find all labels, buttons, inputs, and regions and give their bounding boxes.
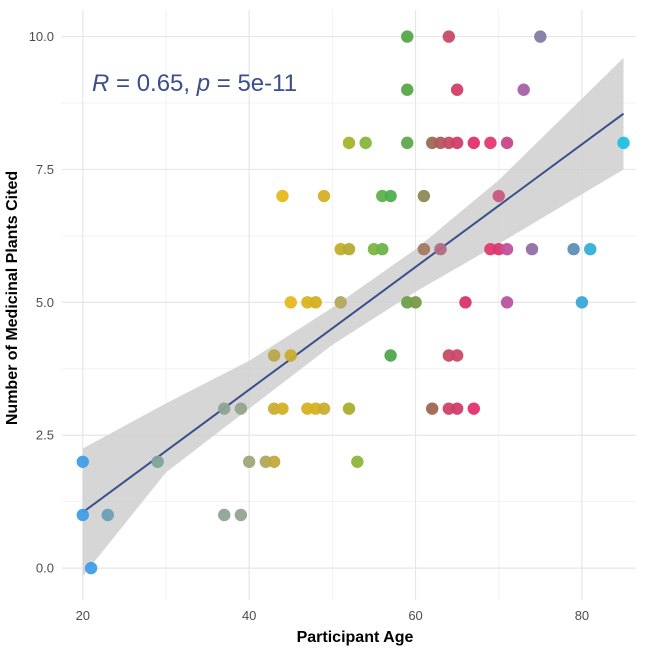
y-axis-title: Number of Medicinal Plants Cited [4,171,21,425]
data-point [401,83,414,96]
y-axis-ticks: 0.0 2.5 5.0 7.5 10.0 [29,29,54,576]
correlation-annotation: R = 0.65, p = 5e-11 [92,70,297,97]
x-tick-label: 80 [575,608,589,623]
data-point [401,136,414,150]
x-tick-label: 40 [242,608,256,623]
data-point [442,30,456,43]
data-point [450,349,464,362]
y-tick-label: 5.0 [36,295,54,310]
data-point [317,189,331,203]
data-point [317,402,331,415]
regression-line [82,112,625,514]
data-point [276,402,289,415]
data-point [384,189,397,203]
data-point [434,242,447,256]
y-tick-label: 10.0 [29,29,54,44]
data-point [534,30,547,43]
data-point [525,242,539,256]
data-point [342,242,356,256]
data-point [459,296,472,309]
data-point [500,136,514,150]
data-point [284,296,297,309]
data-point [450,83,464,96]
data-point [342,402,356,415]
data-point [384,349,397,362]
data-point [234,402,248,415]
data-point [84,561,98,575]
data-point [492,189,505,203]
data-point [484,136,497,150]
data-point [450,402,464,415]
data-point [584,242,597,256]
data-points [76,30,630,575]
data-point [76,508,89,522]
y-tick-label: 0.0 [36,561,54,576]
data-point [575,296,589,309]
data-point [342,136,356,150]
x-tick-label: 20 [76,608,90,623]
data-point [276,189,289,203]
data-point [425,402,439,415]
data-point [376,242,389,256]
data-point [617,136,630,150]
data-point [234,508,248,522]
data-point [351,455,364,469]
confidence-band [82,57,624,577]
data-point [500,296,514,309]
x-axis-title: Participant Age [297,629,414,646]
data-point [567,242,580,256]
r-value: = 0.65, [109,70,196,97]
data-point [417,242,431,256]
data-point [309,296,322,309]
data-point [242,455,256,469]
data-point [267,349,281,362]
data-point [409,296,422,309]
y-tick-label: 7.5 [36,162,54,177]
x-tick-label: 60 [408,608,422,623]
data-point [101,508,114,522]
regression-line-path [82,112,625,514]
data-point [417,189,431,203]
data-point [218,402,231,415]
data-point [267,455,281,469]
data-point [401,30,414,43]
data-point [467,136,480,150]
data-point [334,296,347,309]
p-label: p [196,70,210,97]
data-point [500,242,514,256]
p-value: = 5e-11 [210,70,297,97]
data-point [76,455,89,469]
data-point [450,136,464,150]
r-label: R [92,70,109,97]
y-tick-label: 2.5 [36,428,54,443]
data-point [151,455,164,469]
data-point [284,349,297,362]
data-point [467,402,480,415]
data-point [359,136,372,150]
x-axis-ticks: 20 40 60 80 [76,608,590,623]
data-point [517,83,530,96]
confidence-band-area [82,57,624,577]
data-point [218,508,231,522]
